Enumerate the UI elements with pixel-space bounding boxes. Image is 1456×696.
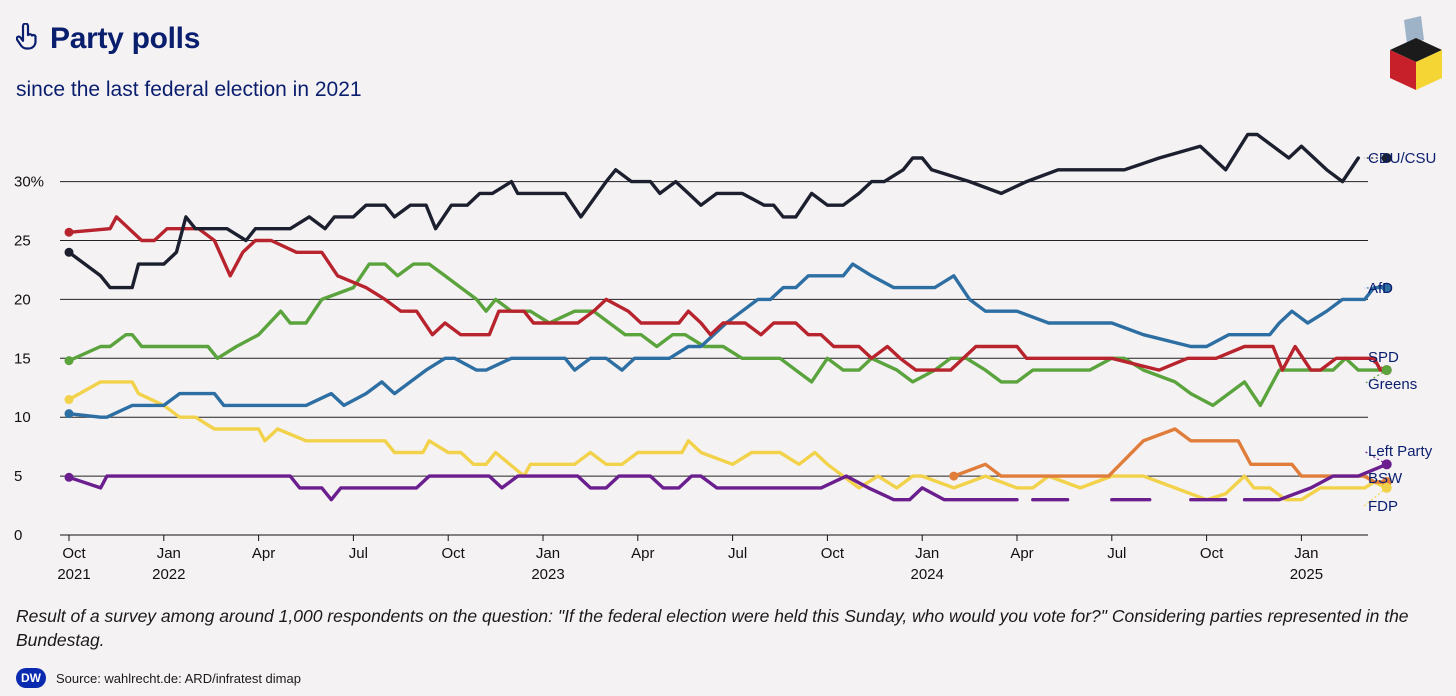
legend-label: CDU/CSU <box>1368 150 1436 167</box>
x-tick-year: 2024 <box>911 566 944 583</box>
y-tick-label: 5 <box>14 468 22 485</box>
x-tick-month: Oct <box>1200 545 1224 562</box>
x-tick-month: Apr <box>252 545 275 562</box>
series-start-point <box>64 356 74 366</box>
x-tick-month: Jul <box>349 545 368 562</box>
series-start-point <box>64 395 74 405</box>
series-lines <box>64 132 1389 502</box>
x-tick-month: Oct <box>442 545 466 562</box>
series-line-greens <box>67 262 1389 408</box>
series-start-point <box>64 227 74 237</box>
series-line-left-party <box>1242 462 1389 502</box>
y-tick-label: 0 <box>14 527 22 544</box>
legend: CDU/CSU AfD SPD Greens Left Party BSW FDP <box>1363 150 1436 515</box>
poll-chart: 30% 25 20 15 10 5 0 Oct 2021 Jan 2022 Apr Jul Oct Jan… <box>14 132 1436 583</box>
series-line-fdp <box>67 380 1389 502</box>
x-tick-year: 2021 <box>57 566 90 583</box>
legend-label: FDP <box>1368 498 1398 515</box>
series-start-point <box>64 409 74 419</box>
y-tick-label: 25 <box>14 233 31 250</box>
series-end-point <box>1381 365 1392 376</box>
legend-label: Greens <box>1368 376 1417 393</box>
dw-logo: DW <box>16 668 46 688</box>
legend-leader <box>1363 477 1387 483</box>
series-start-point <box>64 247 74 257</box>
x-tick-month: Jan <box>1294 545 1318 562</box>
x-axis: Oct 2021 Jan 2022 Apr Jul Oct Jan 2023 Apr Jul Oct J… <box>57 535 1323 583</box>
y-tick-label: 20 <box>14 291 31 308</box>
x-tick-month: Jul <box>1107 545 1126 562</box>
x-tick-month: Jan <box>915 545 939 562</box>
x-tick-year: 2023 <box>531 566 564 583</box>
y-tick-label: 10 <box>14 409 31 426</box>
ballot-box-icon <box>1388 16 1444 99</box>
legend-label: AfD <box>1368 280 1393 297</box>
page-title: Party polls <box>50 22 201 55</box>
footnote: Result of a survey among around 1,000 re… <box>16 606 1409 650</box>
pointing-hand-icon <box>15 21 38 56</box>
gridlines <box>60 181 1368 536</box>
x-tick-month: Oct <box>62 545 86 562</box>
series-end-point <box>1381 482 1392 493</box>
x-tick-month: Jul <box>728 545 747 562</box>
y-axis: 30% 25 20 15 10 5 0 <box>14 174 44 544</box>
series-line-bsw <box>952 427 1389 484</box>
x-tick-year: 2025 <box>1290 566 1323 583</box>
legend-label: Left Party <box>1368 443 1433 460</box>
series-end-point <box>1381 153 1392 164</box>
series-end-point <box>1381 459 1392 470</box>
page-subtitle: since the last federal election in 2021 <box>16 78 362 101</box>
source-row: DW Source: wahlrecht.de: ARD/infratest d… <box>16 668 301 688</box>
series-start-point <box>64 472 74 482</box>
x-tick-month: Jan <box>536 545 560 562</box>
legend-label: BSW <box>1368 470 1403 487</box>
x-tick-month: Jan <box>157 545 181 562</box>
x-tick-month: Apr <box>1010 545 1033 562</box>
x-tick-year: 2022 <box>152 566 185 583</box>
series-line-left-party <box>67 474 1019 502</box>
series-end-point <box>1381 282 1392 293</box>
y-tick-label: 30% <box>14 174 44 191</box>
series-line-afd <box>67 262 1389 419</box>
series-line-spd <box>67 215 1389 372</box>
title-row: Party polls <box>15 21 201 56</box>
x-tick-month: Apr <box>631 545 654 562</box>
x-tick-month: Oct <box>821 545 845 562</box>
source-text: Source: wahlrecht.de: ARD/infratest dima… <box>56 670 301 686</box>
series-line-cdu-csu <box>67 132 1360 290</box>
series-start-point <box>949 471 959 481</box>
legend-label: SPD <box>1368 349 1399 366</box>
y-tick-label: 15 <box>14 350 31 367</box>
